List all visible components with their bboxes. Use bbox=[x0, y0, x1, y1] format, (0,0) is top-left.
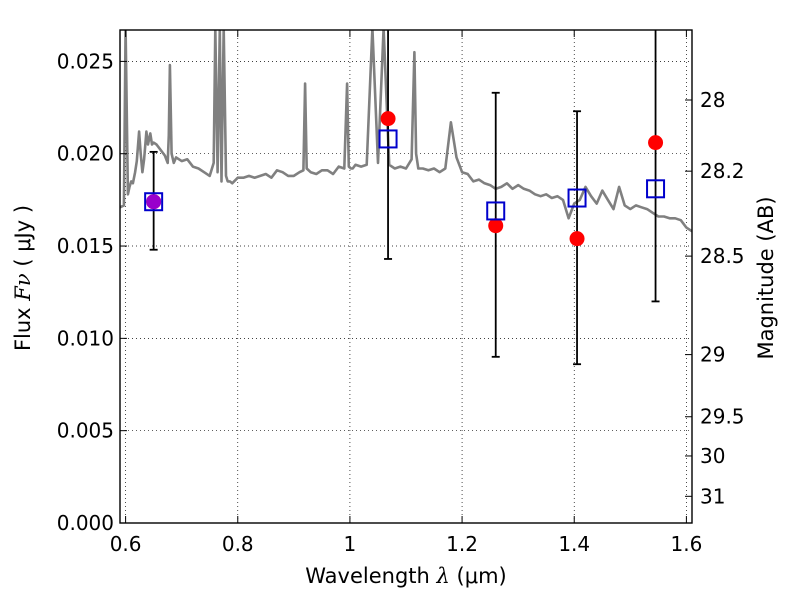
model-square bbox=[567, 188, 587, 208]
right-tick-label: 28.5 bbox=[700, 244, 745, 268]
y-tick-label: 0.005 bbox=[57, 419, 114, 443]
right-tick-label: 29 bbox=[700, 343, 725, 367]
y-tick-label: 0.000 bbox=[57, 511, 114, 535]
right-axis-label: Magnitude (AB) bbox=[754, 196, 778, 359]
y-tick-label: 0.010 bbox=[57, 326, 114, 350]
observed-point bbox=[488, 218, 504, 234]
observed-point bbox=[648, 135, 664, 151]
model-squares bbox=[144, 129, 666, 221]
axes-frame bbox=[119, 29, 693, 524]
x-tick-label: 1.4 bbox=[558, 532, 590, 556]
plot-frame bbox=[119, 29, 693, 524]
x-tick-label: 1.6 bbox=[670, 532, 702, 556]
spectrum-line bbox=[120, 30, 692, 233]
x-tick-label: 0.6 bbox=[110, 532, 142, 556]
x-tick-label: 0.8 bbox=[222, 532, 254, 556]
grid bbox=[120, 30, 692, 524]
y-axis-label: Flux Fν ( μJy ) bbox=[11, 205, 35, 351]
observed-point bbox=[569, 231, 585, 247]
error-bars bbox=[149, 30, 660, 366]
model-square bbox=[646, 179, 666, 199]
x-axis-label: Wavelength λ (μm) bbox=[305, 564, 506, 588]
right-tick-label: 30 bbox=[700, 444, 725, 468]
ticks: 0.6 0.8 1 1.2 1.4 1.6 0.000 0.005 0.010 0.015 0.02… bbox=[57, 30, 745, 556]
highlight-point bbox=[146, 194, 162, 210]
y-tick-label: 0.020 bbox=[57, 142, 114, 166]
right-tick-label: 28 bbox=[700, 88, 725, 112]
y-tick-label: 0.025 bbox=[57, 49, 114, 73]
observed-point bbox=[380, 111, 396, 127]
model-square bbox=[486, 201, 506, 221]
x-tick-label: 1.2 bbox=[446, 532, 478, 556]
model-spectrum bbox=[120, 30, 692, 233]
model-square bbox=[144, 192, 164, 212]
x-tick-label: 1 bbox=[344, 532, 357, 556]
observed-points bbox=[146, 111, 664, 247]
right-tick-label: 29.5 bbox=[700, 405, 745, 429]
y-tick-label: 0.015 bbox=[57, 234, 114, 258]
model-square bbox=[378, 129, 398, 149]
right-tick-label: 31 bbox=[700, 484, 725, 508]
right-tick-label: 28.2 bbox=[700, 159, 745, 183]
